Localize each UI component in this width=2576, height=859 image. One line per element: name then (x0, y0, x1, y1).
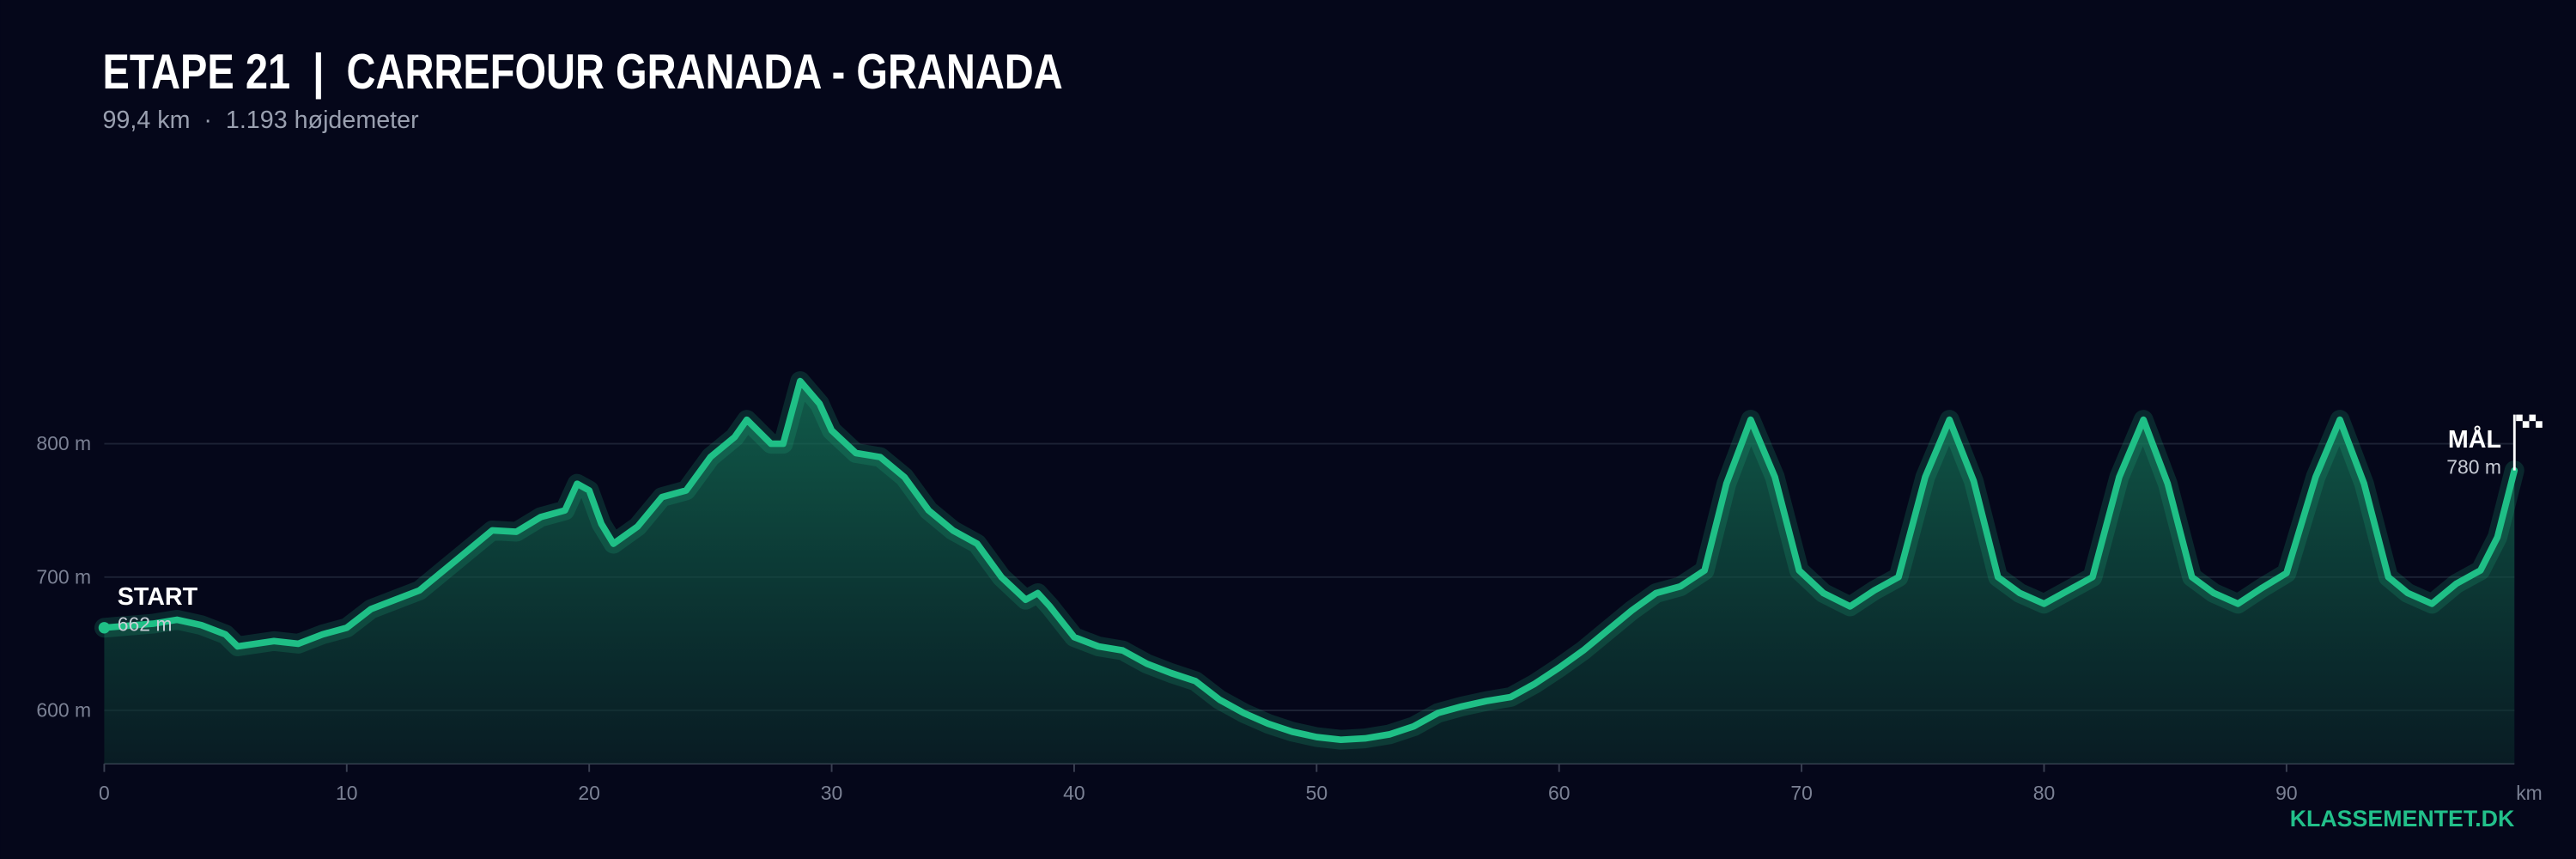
finish-flag-cell (2529, 414, 2537, 422)
finish-flag-cell (2516, 421, 2523, 428)
finish-flag-cell (2516, 414, 2523, 422)
y-tick-label: 600 m (36, 699, 91, 722)
x-tick-label: 20 (578, 782, 600, 804)
y-tick-label: 700 m (36, 565, 91, 588)
x-tick-label: 30 (821, 782, 843, 804)
area-fill (104, 381, 2515, 765)
x-tick-label: 50 (1306, 782, 1328, 804)
chart-subtitle: 99,4 km · 1.193 højdemeter (103, 107, 420, 134)
x-tick-label: 70 (1790, 782, 1813, 804)
finish-flag-cell (2536, 414, 2543, 422)
y-tick-label: 800 m (36, 432, 91, 454)
start-label: START (118, 583, 198, 611)
finish-label: MÅL (2448, 425, 2501, 454)
chart-title: ETAPE 21 | CARREFOUR GRANADA - GRANADA (103, 46, 1063, 100)
finish-elevation: 780 m (2446, 455, 2501, 478)
x-tick-label: 90 (2275, 782, 2298, 804)
finish-flag-cell (2529, 421, 2537, 428)
finish-flag-cell (2536, 421, 2543, 428)
x-tick-label: 60 (1548, 782, 1571, 804)
start-dot (98, 622, 111, 634)
x-tick-label: 10 (336, 782, 358, 804)
brand: KLASSEMENTET.DK (2290, 806, 2515, 832)
x-tick-label: 0 (99, 782, 110, 804)
x-tick-label: 40 (1063, 782, 1085, 804)
start-elevation: 662 m (118, 613, 173, 636)
finish-flag-cell (2522, 421, 2530, 428)
x-tick-label: 80 (2033, 782, 2056, 804)
elevation-line (100, 377, 2518, 743)
x-axis-label: km (2516, 782, 2543, 804)
finish-flag-cell (2522, 414, 2530, 422)
